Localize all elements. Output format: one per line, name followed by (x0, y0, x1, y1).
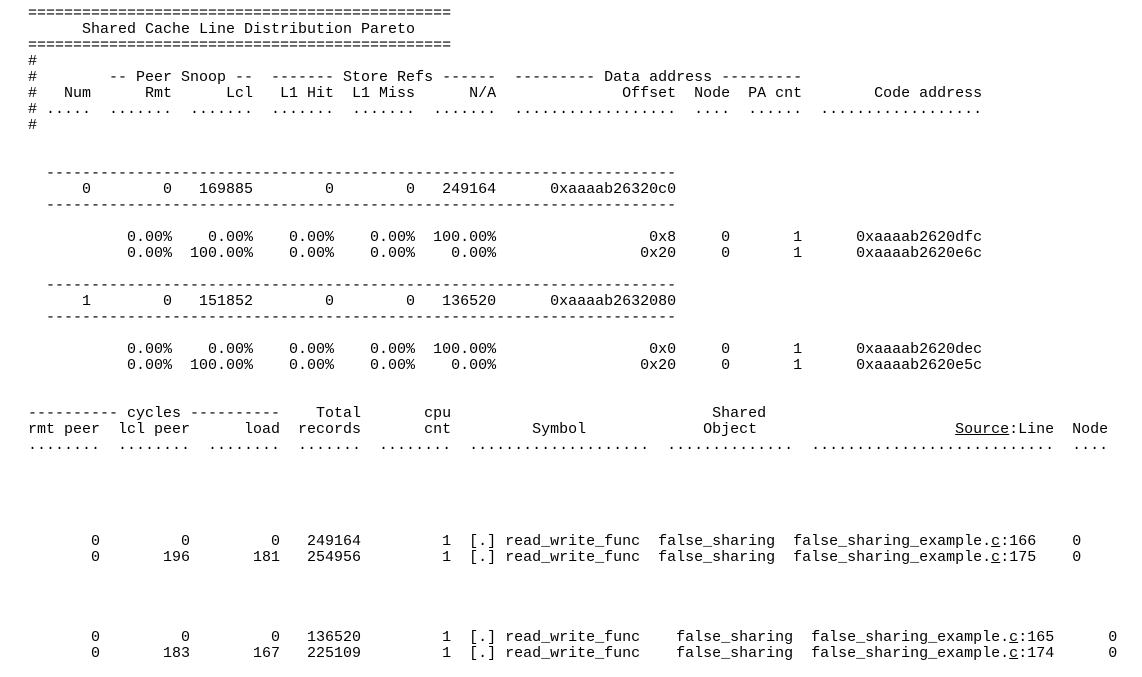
terminal-line: 0 183 167 225109 1 [.] read_write_func f… (28, 646, 1142, 662)
text-segment: :165 0 (1018, 629, 1118, 646)
terminal-line: 0 0 0 249164 1 [.] read_write_func false… (28, 534, 1142, 550)
terminal-line: ........ ........ ........ ....... .....… (28, 438, 1142, 454)
text-segment: 0 196 181 254956 1 [.] read_write_func f… (28, 549, 992, 566)
text-segment: 0 183 167 225109 1 [.] read_write_func f… (28, 645, 1010, 662)
perf-c2c-report: ========================================… (28, 6, 1142, 662)
underlined-text: c (991, 549, 1001, 566)
terminal-line: ----------------------------------------… (28, 278, 1142, 294)
terminal-line: rmt peer lcl peer load records cnt Symbo… (28, 422, 1142, 438)
text-segment: 0 0 0 136520 1 [.] read_write_func false… (28, 629, 1010, 646)
underlined-text: c (991, 533, 1001, 550)
terminal-line (28, 502, 1142, 518)
terminal-line (28, 614, 1142, 630)
terminal-line (28, 598, 1142, 614)
terminal-line: 0 196 181 254956 1 [.] read_write_func f… (28, 550, 1142, 566)
text-segment: ========================================… (28, 5, 452, 22)
text-segment: 0.00% 0.00% 0.00% 0.00% 100.00% 0x8 0 1 … (28, 229, 983, 246)
terminal-line: Shared Cache Line Distribution Pareto (28, 22, 1142, 38)
terminal-line: ========================================… (28, 38, 1142, 54)
text-segment: ----------------------------------------… (28, 309, 677, 326)
text-segment: ----------------------------------------… (28, 197, 677, 214)
text-segment: # ..... ....... ....... ....... ....... … (28, 101, 983, 118)
terminal-line: 1 0 151852 0 0 136520 0xaaaab2632080 (28, 294, 1142, 310)
terminal-line: ----------------------------------------… (28, 198, 1142, 214)
terminal-line: # (28, 54, 1142, 70)
text-segment: ---------- cycles ---------- Total cpu S… (28, 405, 767, 422)
underlined-text: c (1009, 629, 1019, 646)
terminal-line: 0.00% 100.00% 0.00% 0.00% 0.00% 0x20 0 1… (28, 246, 1142, 262)
text-segment: # (28, 53, 38, 70)
terminal-line: ---------- cycles ---------- Total cpu S… (28, 406, 1142, 422)
text-segment: 0.00% 100.00% 0.00% 0.00% 0.00% 0x20 0 1… (28, 245, 983, 262)
terminal-line: ----------------------------------------… (28, 310, 1142, 326)
terminal-line: # -- Peer Snoop -- ------- Store Refs --… (28, 70, 1142, 86)
text-segment: :Line Node (1009, 421, 1109, 438)
text-segment: rmt peer lcl peer load records cnt Symbo… (28, 421, 956, 438)
terminal-line: 0.00% 0.00% 0.00% 0.00% 100.00% 0x0 0 1 … (28, 342, 1142, 358)
terminal-line (28, 518, 1142, 534)
terminal-line: # ..... ....... ....... ....... ....... … (28, 102, 1142, 118)
terminal-line (28, 582, 1142, 598)
text-segment: ========================================… (28, 37, 452, 54)
terminal-line (28, 374, 1142, 390)
terminal-line: 0 0 0 136520 1 [.] read_write_func false… (28, 630, 1142, 646)
text-segment: 0 0 0 249164 1 [.] read_write_func false… (28, 533, 992, 550)
text-segment: ........ ........ ........ ....... .....… (28, 437, 1109, 454)
text-segment: :174 0 (1018, 645, 1118, 662)
text-segment: 1 0 151852 0 0 136520 0xaaaab2632080 (28, 293, 677, 310)
underlined-text: Source (955, 421, 1010, 438)
terminal-line: # Num Rmt Lcl L1 Hit L1 Miss N/A Offset … (28, 86, 1142, 102)
text-segment: # -- Peer Snoop -- ------- Store Refs --… (28, 69, 803, 86)
text-segment: ----------------------------------------… (28, 277, 677, 294)
terminal-line: 0 0 169885 0 0 249164 0xaaaab26320c0 (28, 182, 1142, 198)
terminal-line (28, 326, 1142, 342)
terminal-line (28, 454, 1142, 470)
text-segment: ----------------------------------------… (28, 165, 677, 182)
terminal-line (28, 566, 1142, 582)
text-segment: Shared Cache Line Distribution Pareto (28, 21, 416, 38)
terminal-line (28, 214, 1142, 230)
text-segment: :166 0 (1000, 533, 1082, 550)
terminal-line (28, 486, 1142, 502)
terminal-line: # (28, 118, 1142, 134)
terminal-line (28, 262, 1142, 278)
terminal-line: 0.00% 100.00% 0.00% 0.00% 0.00% 0x20 0 1… (28, 358, 1142, 374)
terminal-line (28, 390, 1142, 406)
text-segment: 0.00% 0.00% 0.00% 0.00% 100.00% 0x0 0 1 … (28, 341, 983, 358)
terminal-line (28, 134, 1142, 150)
text-segment: # (28, 117, 38, 134)
text-segment: :175 0 (1000, 549, 1082, 566)
text-segment: # Num Rmt Lcl L1 Hit L1 Miss N/A Offset … (28, 85, 983, 102)
underlined-text: c (1009, 645, 1019, 662)
text-segment: 0.00% 100.00% 0.00% 0.00% 0.00% 0x20 0 1… (28, 357, 983, 374)
terminal-line: ========================================… (28, 6, 1142, 22)
terminal-line (28, 470, 1142, 486)
text-segment: 0 0 169885 0 0 249164 0xaaaab26320c0 (28, 181, 677, 198)
terminal-line (28, 150, 1142, 166)
terminal-line: ----------------------------------------… (28, 166, 1142, 182)
terminal-line: 0.00% 0.00% 0.00% 0.00% 100.00% 0x8 0 1 … (28, 230, 1142, 246)
terminal-output: ========================================… (28, 6, 1142, 662)
